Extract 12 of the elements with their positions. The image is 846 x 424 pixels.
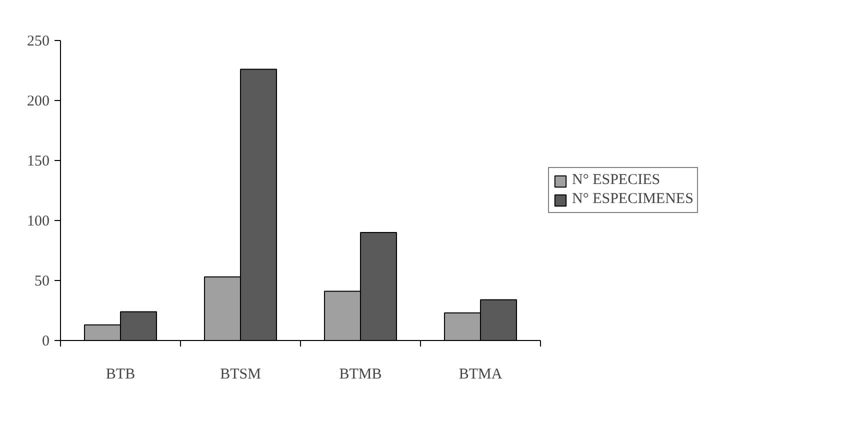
x-tick-label: BTB: [106, 366, 136, 382]
legend-label: N° ESPECIES: [572, 172, 660, 189]
y-tick-label: 100: [27, 214, 50, 230]
legend-label: N° ESPECIMENES: [572, 191, 694, 208]
x-tick-label: BTMB: [339, 366, 382, 382]
x-tick-label: BTMA: [458, 366, 502, 382]
y-tick-label: 200: [27, 94, 50, 110]
y-tick-label: 50: [34, 274, 50, 290]
y-tick-label: 0: [42, 334, 50, 350]
y-tick-label: 150: [27, 154, 50, 170]
x-tick-label: BTSM: [220, 366, 261, 382]
y-tick-label: 250: [27, 34, 50, 50]
